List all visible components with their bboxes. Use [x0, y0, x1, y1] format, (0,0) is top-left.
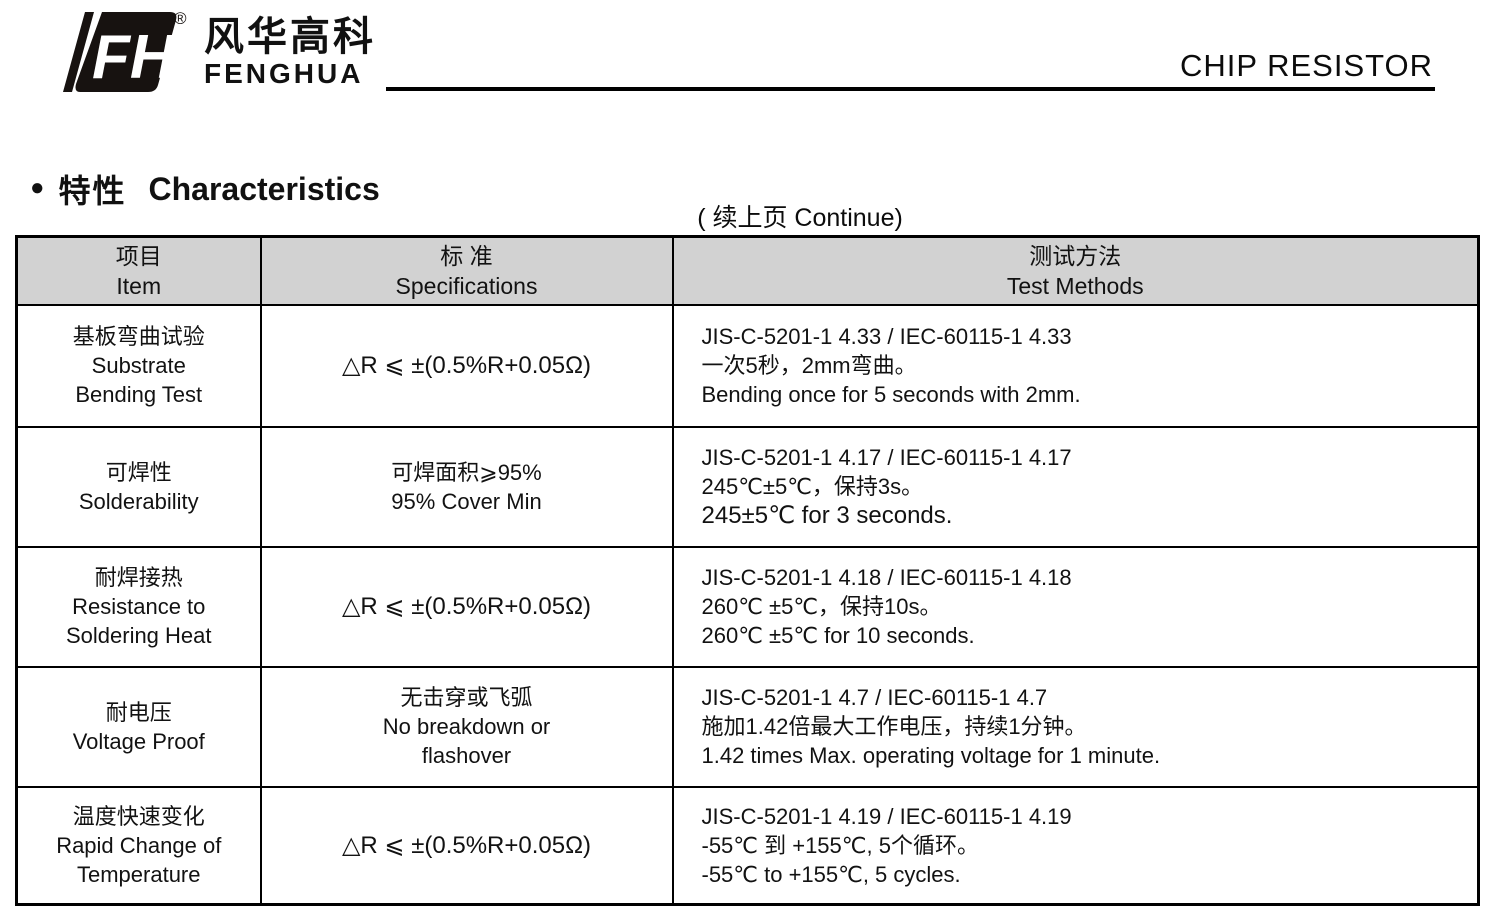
cell-line: Soldering Heat [65, 623, 212, 648]
table-row-resistance-to-soldering-heat: 耐焊接热 Resistance to Soldering Heat △R ⩽ ±… [15, 545, 1480, 668]
item-cell: 可焊性 Solderability [15, 425, 262, 548]
col-header-test-methods: 测试方法 Test Methods [671, 235, 1480, 306]
col-header-item: 项目 Item [15, 235, 262, 306]
cell-line: 无击穿或飞弧 [400, 685, 533, 710]
col-header-specifications-cn: 标 准 [440, 242, 493, 269]
spec-cell: 无击穿或飞弧 No breakdown or flashover [259, 665, 674, 788]
cell-line: 施加1.42倍最大工作电压，持续1分钟。 [701, 714, 1087, 739]
table-row-voltage-proof: 耐电压 Voltage Proof 无击穿或飞弧 No breakdown or… [15, 665, 1480, 788]
cell-line: 260℃ ±5℃，保持10s。 [701, 594, 942, 619]
cell-line: Substrate [91, 353, 186, 378]
table-row-rapid-change-of-temperature: 温度快速变化 Rapid Change of Temperature △R ⩽ … [15, 785, 1480, 906]
table-row-solderability: 可焊性 Solderability 可焊面积⩾95% 95% Cover Min… [15, 425, 1480, 548]
continue-note: ( 续上页 Continue) [697, 204, 903, 232]
table-row-substrate-bending-test: 基板弯曲试验 Substrate Bending Test △R ⩽ ±(0.5… [15, 303, 1480, 428]
cell-line: 温度快速变化 [72, 803, 205, 829]
spec-cell: △R ⩽ ±(0.5%R+0.05Ω) [259, 785, 674, 906]
cell-line: JIS-C-5201-1 4.33 / IEC-60115-1 4.33 [701, 324, 1072, 349]
cell-line: 耐焊接热 [94, 565, 183, 590]
spec-cell: 可焊面积⩾95% 95% Cover Min [259, 425, 674, 548]
brand-name-cn: 风华高科 [204, 15, 376, 59]
spec-cell: △R ⩽ ±(0.5%R+0.05Ω) [259, 303, 674, 428]
cell-line: 1.42 times Max. operating voltage for 1 … [701, 743, 1161, 768]
cell-line: JIS-C-5201-1 4.18 / IEC-60115-1 4.18 [701, 565, 1072, 590]
cell-line: Bending Test [75, 382, 203, 407]
method-cell: JIS-C-5201-1 4.7 / IEC-60115-1 4.7 施加1.4… [671, 665, 1480, 788]
table-header-row: 项目 Item 标 准 Specifications 测试方法 Test Met… [15, 235, 1480, 306]
logo-body-shape [75, 12, 177, 92]
cell-line: JIS-C-5201-1 4.19 / IEC-60115-1 4.19 [701, 803, 1072, 829]
logo-fh-letters: FH [92, 23, 176, 92]
cell-line: -55℃ to +155℃, 5 cycles. [701, 861, 961, 887]
cell-line: 245±5℃ for 3 seconds. [701, 502, 953, 529]
cell-line: △R ⩽ ±(0.5%R+0.05Ω) [341, 831, 592, 859]
cell-line: Solderability [78, 488, 199, 514]
cell-line: flashover [421, 743, 512, 768]
col-header-test-methods-cn: 测试方法 [1029, 242, 1122, 269]
item-cell: 温度快速变化 Rapid Change of Temperature [15, 785, 262, 906]
method-cell: JIS-C-5201-1 4.17 / IEC-60115-1 4.17 245… [671, 425, 1480, 548]
cell-line: △R ⩽ ±(0.5%R+0.05Ω) [341, 593, 592, 620]
cell-line: 基板弯曲试验 [72, 324, 205, 349]
section-title-cn: 特性 [58, 173, 127, 209]
document-title: CHIP RESISTOR [1179, 48, 1433, 83]
method-cell: JIS-C-5201-1 4.33 / IEC-60115-1 4.33 一次5… [671, 303, 1480, 428]
logo-slash-shape [63, 12, 94, 92]
spec-cell: △R ⩽ ±(0.5%R+0.05Ω) [259, 545, 674, 668]
section-heading: ● 特性 Characteristics [30, 166, 380, 212]
cell-line: △R ⩽ ±(0.5%R+0.05Ω) [341, 352, 592, 379]
cell-line: Rapid Change of [56, 832, 222, 858]
method-cell: JIS-C-5201-1 4.18 / IEC-60115-1 4.18 260… [671, 545, 1480, 668]
col-header-item-en: Item [116, 272, 162, 299]
cell-line: JIS-C-5201-1 4.7 / IEC-60115-1 4.7 [701, 685, 1048, 710]
cell-line: 260℃ ±5℃ for 10 seconds. [701, 623, 975, 648]
col-header-test-methods-en: Test Methods [1006, 272, 1144, 299]
section-title-en: Characteristics [148, 170, 380, 207]
cell-line: 一次5秒，2mm弯曲。 [701, 353, 917, 378]
header-divider-line [386, 87, 1435, 91]
cell-line: Resistance to [72, 594, 206, 619]
cell-line: 245℃±5℃，保持3s。 [701, 474, 924, 499]
col-header-item-cn: 项目 [115, 242, 162, 269]
cell-line: 95% Cover Min [391, 488, 542, 514]
characteristics-table: 项目 Item 标 准 Specifications 测试方法 Test Met… [15, 235, 1480, 906]
cell-line: 耐电压 [105, 699, 172, 725]
fenghua-logo-icon: FH ® [63, 9, 187, 92]
method-cell: JIS-C-5201-1 4.19 / IEC-60115-1 4.19 -55… [671, 785, 1480, 906]
brand-name-en: FENGHUA [204, 58, 364, 89]
bullet-icon: ● [30, 174, 45, 201]
cell-line: 可焊面积⩾95% [391, 459, 542, 485]
cell-line: 可焊性 [105, 459, 172, 485]
registered-trademark-icon: ® [174, 9, 187, 28]
cell-line: Bending once for 5 seconds with 2mm. [701, 382, 1081, 407]
col-header-specifications-en: Specifications [395, 272, 538, 299]
item-cell: 耐焊接热 Resistance to Soldering Heat [15, 545, 262, 668]
cell-line: Voltage Proof [72, 728, 205, 754]
cell-line: -55℃ 到 +155℃, 5个循环。 [701, 832, 979, 858]
cell-line: JIS-C-5201-1 4.17 / IEC-60115-1 4.17 [701, 445, 1072, 470]
cell-line: Temperature [76, 861, 201, 887]
cell-line: No breakdown or [382, 714, 551, 739]
item-cell: 基板弯曲试验 Substrate Bending Test [15, 303, 262, 428]
item-cell: 耐电压 Voltage Proof [15, 665, 262, 788]
col-header-specifications: 标 准 Specifications [259, 235, 674, 306]
brand-wordmark: 风华高科 FENGHUA [204, 16, 376, 88]
